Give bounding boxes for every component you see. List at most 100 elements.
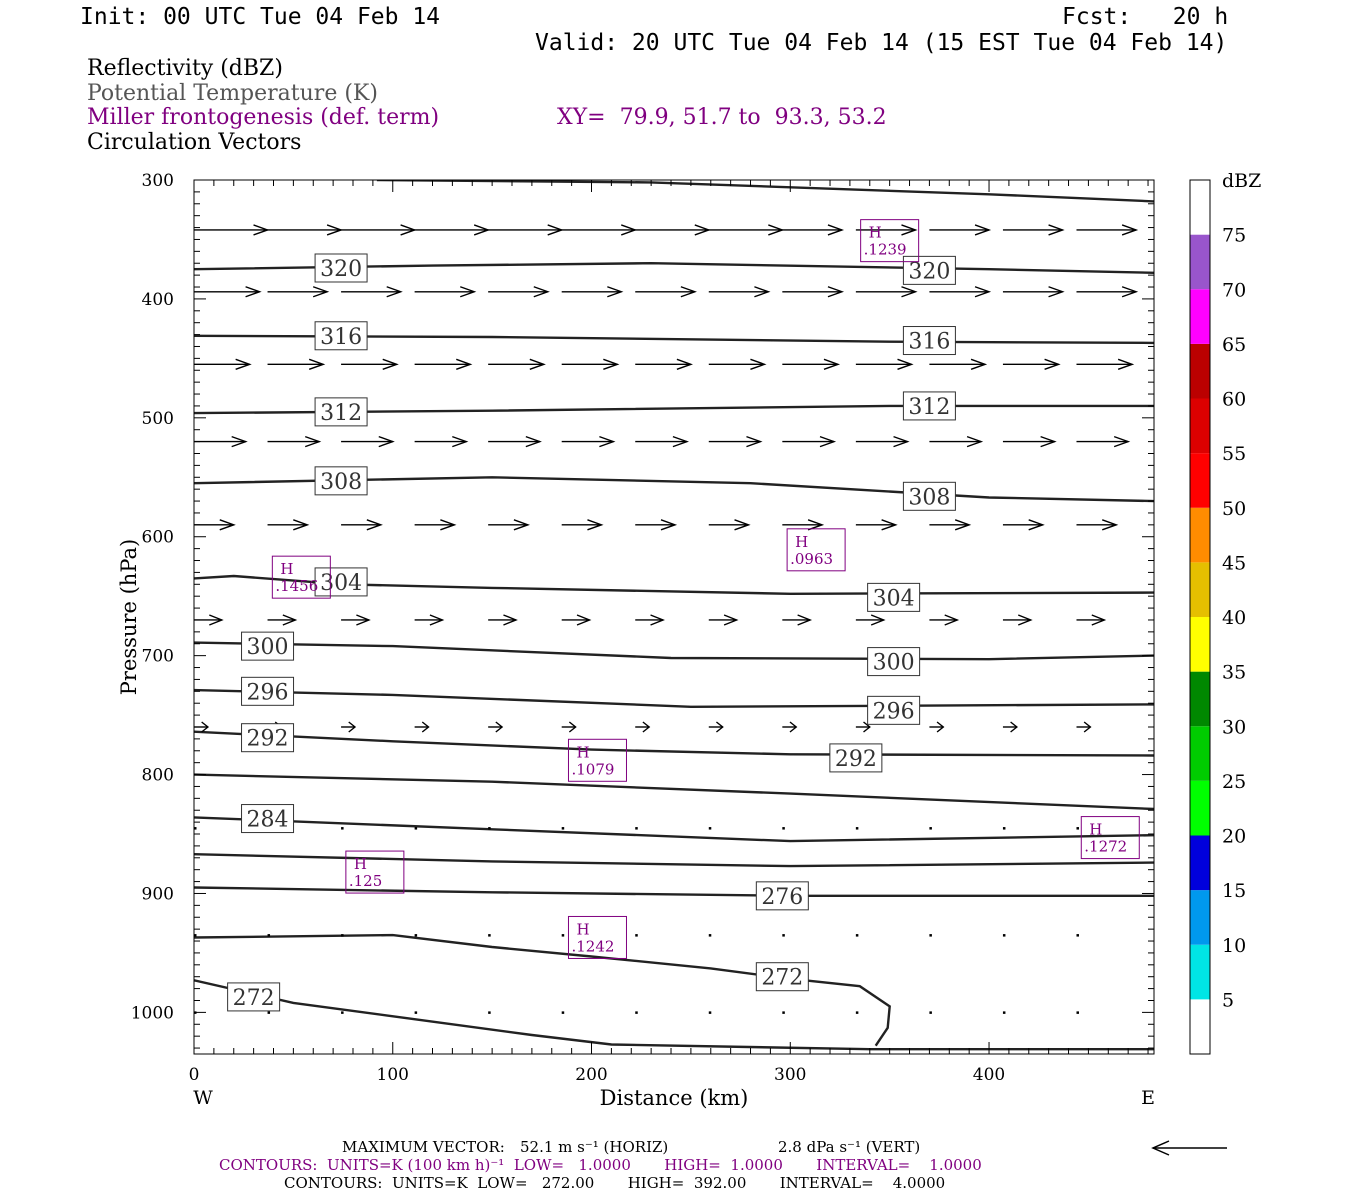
vector-arrowhead <box>827 224 845 236</box>
contour-label-box <box>829 743 883 773</box>
vector-dot <box>267 1011 271 1014</box>
frontogenesis-high-value: .1272 <box>1084 838 1127 856</box>
colorbar-segment <box>1190 234 1210 290</box>
colorbar-segment <box>1190 890 1210 945</box>
vector-arrowhead <box>1091 614 1107 626</box>
vector-arrowhead <box>897 358 914 370</box>
contour-label-296: 296 <box>873 699 915 724</box>
theta-contour-group <box>194 180 1154 1051</box>
contour-label-box <box>867 582 921 612</box>
vector-arrowhead <box>870 614 886 626</box>
colorbar-segment <box>1190 726 1210 781</box>
colorbar-segment <box>1190 944 1210 1000</box>
colorbar-segment <box>1190 453 1210 508</box>
contour-label-320: 320 <box>908 259 950 284</box>
vector-arrowhead <box>452 435 469 448</box>
vector-arrowhead <box>219 519 236 531</box>
theta-contour-296 <box>194 688 1154 709</box>
theta-contour-268 <box>194 979 1154 1051</box>
vector-arrowhead <box>603 358 620 370</box>
vector-arrowhead <box>789 721 798 733</box>
contour-label-box <box>241 631 295 661</box>
x-tick-label: 200 <box>575 1065 607 1085</box>
vector-dot <box>1076 934 1079 937</box>
contour-label-box <box>314 397 368 427</box>
vector-arrowhead <box>1113 435 1131 448</box>
vector-arrowhead <box>348 721 357 733</box>
vector-arrowhead <box>944 614 960 626</box>
frontogenesis-high-value: .1456 <box>275 577 318 595</box>
vector-arrowhead <box>440 519 457 531</box>
vector-dot <box>782 1011 785 1014</box>
contour-label-292: 292 <box>247 727 289 752</box>
contour-label-292: 292 <box>835 747 877 772</box>
vector-arrowhead <box>429 614 445 626</box>
vector-arrowhead <box>607 286 624 298</box>
contour-label-316: 316 <box>908 330 950 355</box>
vector-dot <box>194 827 197 830</box>
frontogenesis-high-box <box>1080 816 1140 860</box>
contour-label-box <box>314 321 368 351</box>
vector-arrowhead <box>231 435 248 448</box>
reflectivity-label: Reflectivity (dBZ) <box>87 56 283 81</box>
frontogenesis-high-value: .1079 <box>571 760 614 778</box>
vector-dot <box>561 827 565 830</box>
vector-arrowhead <box>304 435 322 448</box>
vector-dot <box>635 934 638 937</box>
reference-vector-arrow <box>1151 1140 1227 1156</box>
contour-label-308: 308 <box>908 485 950 510</box>
vector-arrowhead <box>235 358 252 370</box>
vector-arrowhead <box>1017 614 1033 626</box>
contour-label-box <box>902 255 956 285</box>
contour-label-box <box>867 647 921 677</box>
contour-label-box <box>241 676 295 706</box>
colorbar-level: 45 <box>1222 552 1246 574</box>
colorbar-segment <box>1190 780 1210 836</box>
vector-arrowhead <box>587 519 604 531</box>
colorbar-level: 40 <box>1222 607 1246 629</box>
contour-label-box <box>902 481 956 511</box>
frontogenesis-high-box <box>271 555 331 599</box>
vector-arrowhead <box>576 614 592 626</box>
vector-dot <box>708 1011 712 1014</box>
max-vector-vert: 2.8 dPa s⁻¹ (VERT) <box>778 1138 921 1156</box>
vector-arrowhead <box>974 286 992 298</box>
frontogenesis-high-letter: H <box>280 560 293 578</box>
x-end-label-west: W <box>193 1087 213 1109</box>
vector-arrowhead <box>386 286 403 298</box>
frontogenesis-high-letter: H <box>576 920 589 938</box>
vector-arrowhead <box>734 519 751 531</box>
contour-label-312: 312 <box>320 401 362 426</box>
vector-arrowhead <box>1102 519 1119 531</box>
vector-group <box>194 224 1139 1014</box>
colorbar-level: 65 <box>1222 334 1246 356</box>
frontogenesis-high-box <box>567 738 627 782</box>
plot-frame <box>193 179 1155 1055</box>
x-tick-label: 400 <box>973 1065 1005 1085</box>
vector-arrowhead <box>568 721 577 733</box>
vector-dot <box>561 1011 565 1014</box>
colorbar-level: 60 <box>1222 389 1246 411</box>
vector-arrowhead <box>715 721 724 733</box>
contour-label-276: 276 <box>761 885 803 910</box>
vector-dot <box>708 827 712 830</box>
x-end-label-east: E <box>1141 1087 1155 1109</box>
vector-arrowhead <box>382 358 399 370</box>
vector-arrowhead <box>936 721 945 733</box>
contour-label-268: 272 <box>233 986 275 1011</box>
vector-arrowhead <box>797 614 813 626</box>
theta-contour-292 <box>194 730 1154 757</box>
y-tick-label: 1000 <box>131 1003 174 1023</box>
cross-section-xy: XY= 79.9, 51.7 to 93.3, 53.2 <box>557 105 887 130</box>
vector-dot <box>708 934 712 937</box>
vector-dot <box>267 934 271 937</box>
frontogenesis-high-letter: H <box>576 743 589 761</box>
vector-dot <box>782 934 785 937</box>
vector-arrowhead <box>970 358 988 370</box>
frontogenesis-high-box <box>786 528 846 572</box>
vector-arrowhead <box>660 519 678 531</box>
colorbar-level: 15 <box>1222 880 1246 902</box>
colorbar-level: 25 <box>1222 771 1246 793</box>
vector-arrowhead <box>245 286 262 298</box>
vector-arrowhead <box>1010 721 1018 733</box>
